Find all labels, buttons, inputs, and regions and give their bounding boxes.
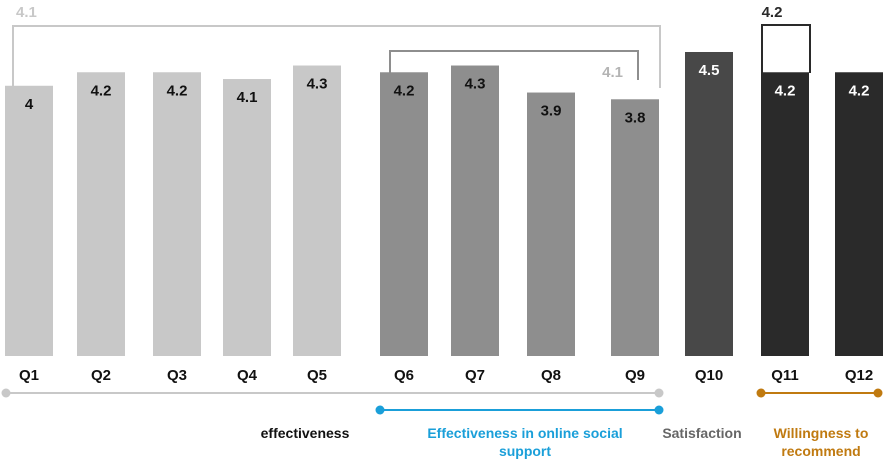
bar bbox=[380, 72, 428, 357]
bar-value-label: 4.2 bbox=[849, 82, 870, 99]
bracket-label: 4.1 bbox=[602, 64, 623, 81]
group-label: Willingness to recommend bbox=[774, 425, 869, 459]
category-label: Q5 bbox=[307, 367, 327, 384]
group-label-line: recommend bbox=[781, 443, 860, 459]
category-label: Q11 bbox=[771, 367, 799, 384]
bar bbox=[5, 85, 53, 357]
category-label: Q7 bbox=[465, 367, 485, 384]
bar bbox=[685, 52, 733, 356]
bracket-label: 4.2 bbox=[762, 4, 783, 21]
group-line-dot bbox=[873, 388, 883, 398]
bar bbox=[761, 72, 809, 357]
group-line-dot bbox=[1, 388, 11, 398]
bar-value-label: 4.2 bbox=[775, 82, 796, 99]
category-label: Q4 bbox=[237, 367, 258, 384]
group-line-dot bbox=[375, 405, 385, 415]
bar-value-label: 4.1 bbox=[237, 89, 258, 106]
bracket-line bbox=[389, 50, 639, 80]
bar bbox=[611, 99, 659, 357]
category-label: Q3 bbox=[167, 367, 187, 384]
category-label: Q2 bbox=[91, 367, 111, 384]
bracket-line bbox=[12, 25, 661, 88]
bar bbox=[835, 72, 883, 357]
group-label: Effectiveness in online social support bbox=[427, 425, 622, 459]
category-label: Q10 bbox=[695, 367, 723, 384]
category-label: Q8 bbox=[541, 367, 561, 384]
group-label-line: Willingness to bbox=[774, 425, 869, 441]
bar bbox=[293, 65, 341, 356]
bar-value-label: 4.2 bbox=[167, 82, 188, 99]
bar-value-label: 4.2 bbox=[91, 82, 112, 99]
group-label-line: Effectiveness in online social bbox=[427, 425, 622, 441]
category-label: Q6 bbox=[394, 367, 414, 384]
category-label: Q1 bbox=[19, 367, 39, 384]
bar-value-label: 4.5 bbox=[699, 62, 720, 79]
bar bbox=[77, 72, 125, 357]
group-line-dot bbox=[756, 388, 766, 398]
bar-value-label: 3.9 bbox=[541, 103, 562, 120]
bar bbox=[451, 65, 499, 356]
bracket-line bbox=[761, 24, 811, 73]
group-label: Satisfaction bbox=[662, 425, 741, 441]
bar-value-label: 4.3 bbox=[465, 76, 486, 93]
group-line-dot bbox=[654, 405, 664, 415]
bar-value-label: 3.8 bbox=[625, 109, 646, 126]
group-line-dot bbox=[654, 388, 664, 398]
category-label: Q9 bbox=[625, 367, 645, 384]
group-label: effectiveness bbox=[261, 425, 350, 441]
bar bbox=[527, 92, 575, 357]
bracket-label: 4.1 bbox=[16, 4, 37, 21]
bar bbox=[153, 72, 201, 357]
category-label: Q12 bbox=[845, 367, 873, 384]
group-label-line: support bbox=[499, 443, 551, 459]
bar bbox=[223, 79, 271, 357]
bar-value-label: 4 bbox=[25, 96, 34, 113]
bar-value-label: 4.3 bbox=[307, 76, 328, 93]
bar-value-label: 4.2 bbox=[394, 82, 415, 99]
